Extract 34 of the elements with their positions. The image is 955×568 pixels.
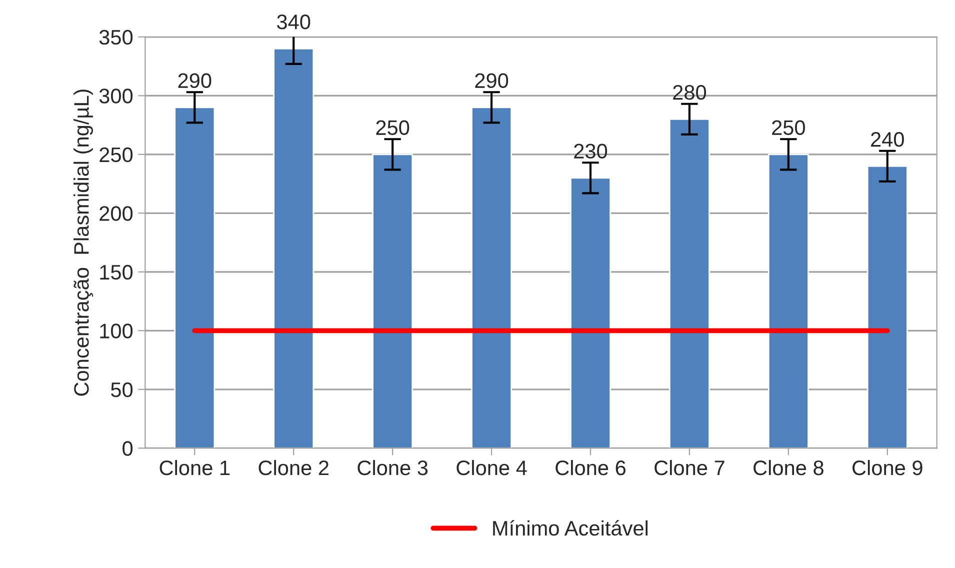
- x-tick-label: Clone 1: [160, 460, 230, 476]
- y-tick-label: 0: [122, 441, 133, 456]
- bar: [471, 106, 512, 448]
- y-tick-label: 100: [100, 324, 133, 338]
- data-label: 340: [277, 14, 310, 30]
- bar: [570, 177, 611, 448]
- y-axis-title: Concentração Plasmidial (ng/µL): [74, 90, 94, 396]
- data-label: 250: [772, 120, 805, 136]
- data-label: 290: [178, 73, 212, 88]
- x-tick-label: Clone 7: [654, 460, 724, 476]
- x-tick-label: Clone 6: [556, 460, 626, 476]
- x-tick-label: Clone 8: [754, 460, 824, 476]
- y-tick-label: 350: [99, 30, 133, 45]
- x-tick-label: Clone 9: [852, 460, 922, 476]
- data-label: 230: [574, 144, 608, 159]
- y-tick-label: 300: [99, 88, 133, 104]
- data-label: 250: [376, 120, 410, 136]
- y-tick-label: 200: [100, 206, 133, 221]
- x-tick-label: Clone 4: [456, 460, 527, 476]
- x-tick-label: Clone 3: [358, 460, 428, 476]
- legend-label: Mínimo Aceitável: [493, 520, 648, 536]
- data-label: 290: [475, 73, 508, 88]
- bar: [174, 106, 216, 448]
- y-tick-label: 150: [100, 264, 133, 280]
- bar: [768, 154, 809, 448]
- data-label: 280: [673, 85, 706, 100]
- bar: [866, 165, 908, 448]
- bar: [273, 48, 314, 448]
- y-tick-label: 50: [111, 382, 133, 398]
- y-tick-label: 250: [100, 147, 133, 162]
- bar: [372, 154, 414, 448]
- x-tick-label: Clone 2: [258, 460, 328, 476]
- data-label: 240: [871, 132, 904, 147]
- bar: [668, 118, 710, 448]
